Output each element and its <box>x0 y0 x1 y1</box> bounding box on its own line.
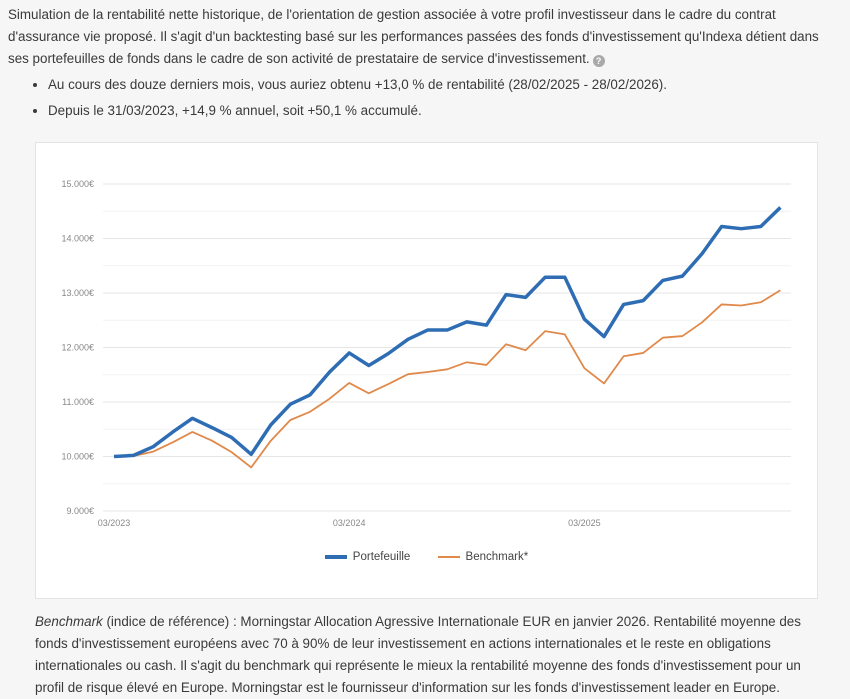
x-tick-label: 03/2024 <box>333 518 366 528</box>
benchmark-description: (indice de référence) : Morningstar Allo… <box>35 614 801 695</box>
x-tick-label: 03/2025 <box>568 518 601 528</box>
y-tick-label: 15.000€ <box>61 179 94 189</box>
legend-swatch-portefeuille <box>324 554 347 559</box>
series-line-benchmark <box>113 289 781 469</box>
series-line-portefeuille <box>113 206 782 459</box>
legend-item-benchmark[interactable]: Benchmark* <box>437 551 528 563</box>
performance-chart: 9.000€ 10.000€ 11.000€ 12.000€ 13.000€ 14.000… <box>61 179 791 528</box>
benchmark-term: Benchmark <box>35 614 103 629</box>
legend-swatch-benchmark <box>437 555 460 558</box>
y-tick-label: 11.000€ <box>62 397 94 407</box>
benchmark-footnote: Benchmark (indice de référence) : Mornin… <box>35 611 825 699</box>
x-tick-label: 03/2023 <box>98 518 131 528</box>
legend-item-portefeuille[interactable]: Portefeuille <box>324 551 410 563</box>
y-tick-label: 9.000€ <box>66 506 94 516</box>
question-circle-icon[interactable]: ? <box>592 55 605 67</box>
summary-item: Depuis le 31/03/2023, +14,9 % annuel, so… <box>48 98 838 124</box>
intro-section: Simulation de la rentabilité nette histo… <box>8 4 838 124</box>
y-tick-label: 10.000€ <box>61 452 94 462</box>
chart-legend: Portefeuille Benchmark* <box>36 551 817 563</box>
y-tick-label: 14.000€ <box>61 234 94 244</box>
y-tick-label: 12.000€ <box>61 343 94 353</box>
summary-list: Au cours des douze derniers mois, vous a… <box>8 72 838 124</box>
intro-paragraph: Simulation de la rentabilité nette histo… <box>8 7 819 67</box>
chart-card: 9.000€ 10.000€ 11.000€ 12.000€ 13.000€ 14.000… <box>35 142 818 599</box>
summary-item: Au cours des douze derniers mois, vous a… <box>48 72 838 98</box>
y-tick-label: 13.000€ <box>61 288 94 298</box>
